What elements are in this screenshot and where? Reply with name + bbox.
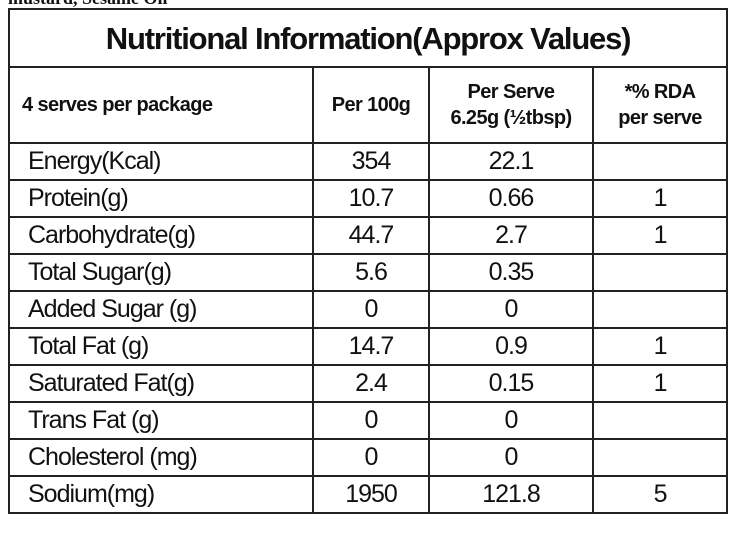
nutrient-name: Total Sugar(g) [8, 253, 314, 292]
nutrient-row: Total Sugar(g) 5.6 0.35 [8, 253, 729, 292]
nutrient-value [591, 142, 729, 181]
nutrient-value [591, 253, 729, 292]
nutrient-value: 0 [312, 401, 430, 440]
nutrient-value: 2.7 [428, 216, 594, 255]
nutrient-name: Energy(Kcal) [8, 142, 314, 181]
header-text: 4 serves per package [22, 94, 213, 116]
table-body: Nutritional Information(Approx Values) 4… [7, 8, 729, 514]
nutrient-row: Total Fat (g) 14.7 0.9 1 [8, 327, 729, 366]
nutrient-value: 1 [591, 216, 729, 255]
nutrient-name: Sodium(mg) [8, 475, 314, 514]
nutrient-value: 0.9 [428, 327, 594, 366]
nutrient-value: 10.7 [312, 179, 430, 218]
nutrient-value: 1 [591, 179, 729, 218]
nutrient-row: Trans Fat (g) 0 0 [8, 401, 729, 440]
header-cell: *% RDA per serve [591, 66, 729, 144]
nutrient-name: Carbohydrate(g) [8, 216, 314, 255]
nutrient-value: 1 [591, 364, 729, 403]
header-cell: Per Serve 6.25g (½tbsp) [428, 66, 594, 144]
nutrient-row: Energy(Kcal) 354 22.1 [8, 142, 729, 181]
nutrient-name: Total Fat (g) [8, 327, 314, 366]
nutrient-value: 0.35 [428, 253, 594, 292]
nutrient-value [591, 290, 729, 329]
nutrient-row: Carbohydrate(g) 44.7 2.7 1 [8, 216, 729, 255]
nutrient-name: Cholesterol (mg) [8, 438, 314, 477]
nutrient-value: 2.4 [312, 364, 430, 403]
nutrient-row: Sodium(mg) 1950 121.8 5 [8, 475, 729, 514]
nutrition-table: Nutritional Information(Approx Values) 4… [7, 8, 729, 514]
nutrient-value: 354 [312, 142, 430, 181]
top-text: mustard, Sesame Oil [8, 0, 168, 9]
nutrient-value [591, 401, 729, 440]
header-text: per serve [618, 107, 702, 129]
nutrient-value: 14.7 [312, 327, 430, 366]
nutrient-value: 0 [312, 290, 430, 329]
header-text: 6.25g (½tbsp) [450, 107, 572, 129]
nutrient-name: Added Sugar (g) [8, 290, 314, 329]
header-text: *% RDA [624, 81, 696, 103]
nutrient-name: Trans Fat (g) [8, 401, 314, 440]
header-cell: Per 100g [312, 66, 430, 144]
nutrient-row: Cholesterol (mg) 0 0 [8, 438, 729, 477]
header-cell: 4 serves per package [8, 66, 314, 144]
nutrient-value: 22.1 [428, 142, 594, 181]
nutrient-value: 0 [312, 438, 430, 477]
table-title: Nutritional Information(Approx Values) [7, 8, 729, 68]
nutrient-row: Saturated Fat(g) 2.4 0.15 1 [8, 364, 729, 403]
nutrient-value: 5 [591, 475, 729, 514]
nutrient-row: Protein(g) 10.7 0.66 1 [8, 179, 729, 218]
nutrient-value: 0.66 [428, 179, 594, 218]
nutrient-value: 121.8 [428, 475, 594, 514]
nutrient-row: Added Sugar (g) 0 0 [8, 290, 729, 329]
nutrient-name: Protein(g) [8, 179, 314, 218]
nutrient-value: 5.6 [312, 253, 430, 292]
title-row: Nutritional Information(Approx Values) [7, 8, 729, 68]
header-text: Per 100g [331, 94, 411, 116]
header-text: Per Serve [467, 81, 556, 103]
nutrient-value: 0.15 [428, 364, 594, 403]
nutrient-value [591, 438, 729, 477]
nutrient-value: 0 [428, 438, 594, 477]
nutrient-name: Saturated Fat(g) [8, 364, 314, 403]
nutrient-value: 0 [428, 401, 594, 440]
header-row: 4 serves per package Per 100g Per Serve 6.2… [8, 66, 729, 144]
nutrient-value: 44.7 [312, 216, 430, 255]
nutrient-value: 1 [591, 327, 729, 366]
nutrient-value: 1950 [312, 475, 430, 514]
nutrient-value: 0 [428, 290, 594, 329]
